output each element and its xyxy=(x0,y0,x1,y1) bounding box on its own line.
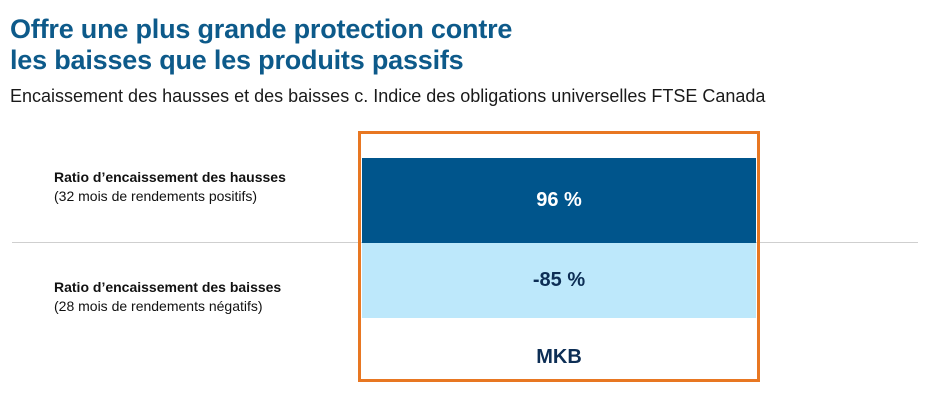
downside-capture-label: Ratio d’encaissement des baisses xyxy=(54,279,282,295)
downside-capture-value: -85 % xyxy=(532,269,586,291)
upside-capture-cell: 96 % xyxy=(362,158,756,243)
upside-capture-note: (32 mois de rendements positifs) xyxy=(54,188,258,204)
downside-capture-cell: -85 % xyxy=(362,243,756,318)
downside-capture-note: (28 mois de rendements négatifs) xyxy=(54,298,263,314)
chart-title-line-2: les baisses que les produits passifs xyxy=(10,45,464,75)
highlight-frame xyxy=(358,131,760,382)
upside-capture-label: Ratio d’encaissement des hausses xyxy=(54,169,286,185)
chart-title: Offre une plus grande protection contre … xyxy=(10,14,512,76)
chart-subtitle: Encaissement des hausses et des baisses … xyxy=(10,86,766,106)
fund-column-label: MKB xyxy=(536,346,582,368)
chart-title-line-1: Offre une plus grande protection contre xyxy=(10,14,513,44)
upside-capture-value: 96 % xyxy=(536,189,582,211)
downside-row-label: Ratio d’encaissement des baisses (28 moi… xyxy=(54,278,281,316)
upside-row-label: Ratio d’encaissement des hausses (32 moi… xyxy=(54,168,286,206)
